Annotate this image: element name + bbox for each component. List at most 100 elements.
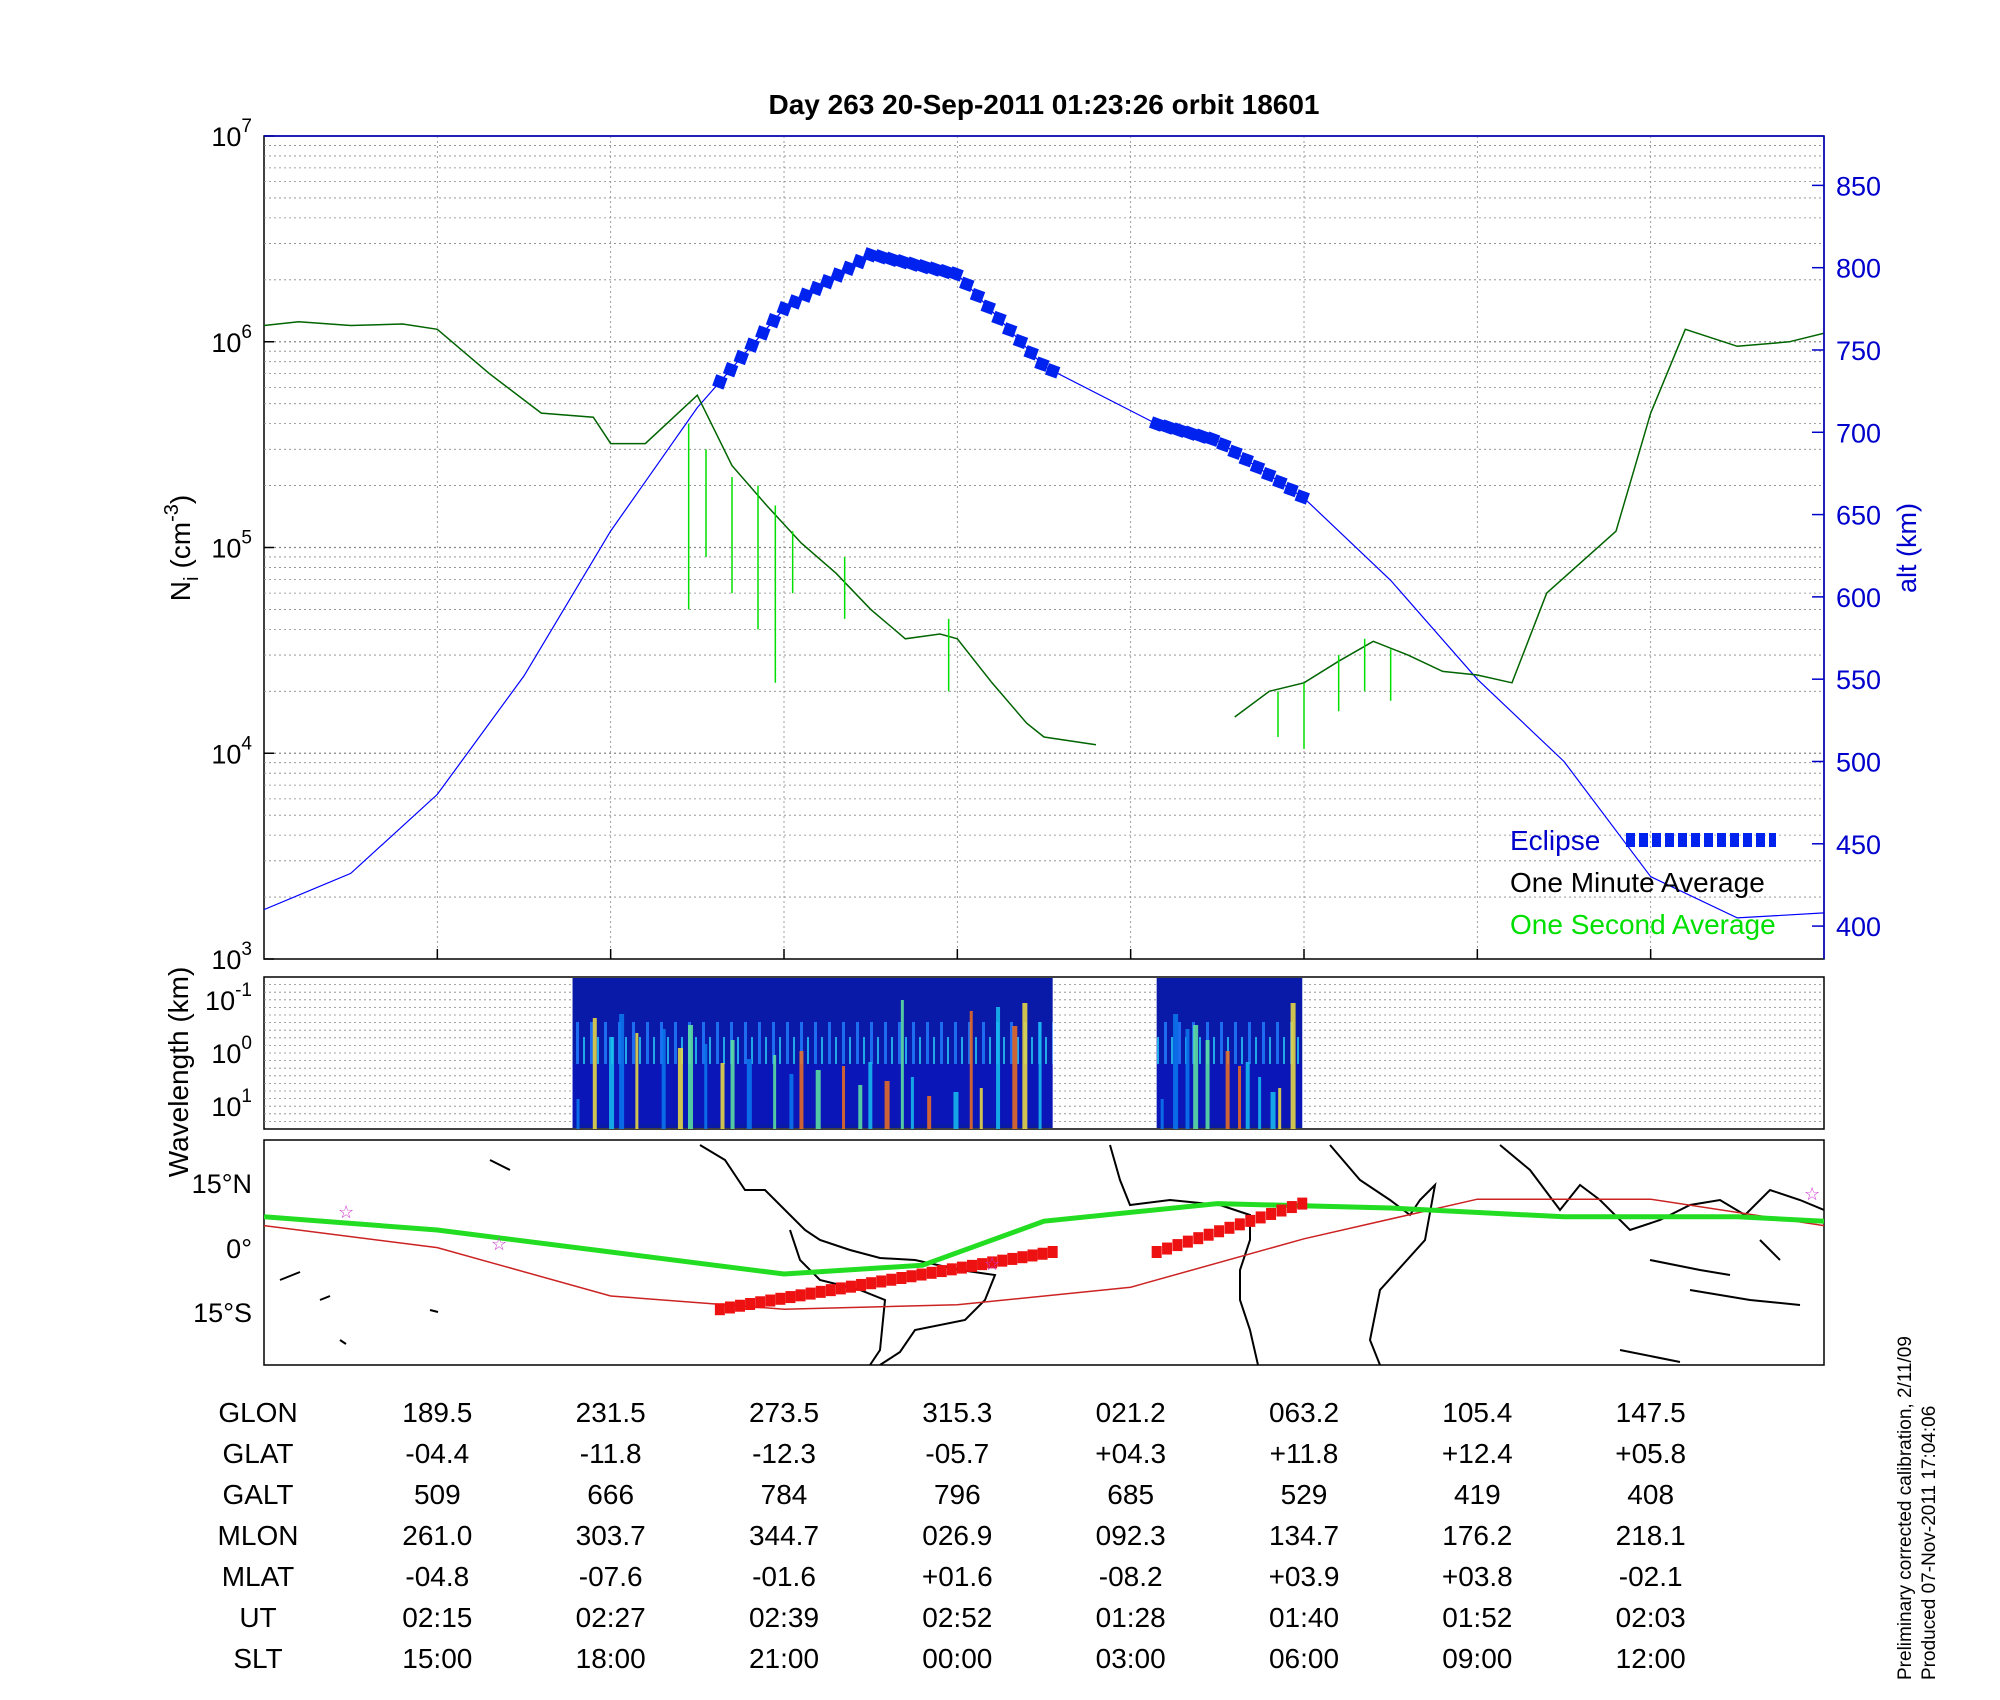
coastline-islands-pacific <box>279 1159 511 1345</box>
spectrogram-y-tick-label: 100 <box>211 1033 252 1069</box>
table-cell: +11.8 <box>1270 1438 1339 1469</box>
table-cell: 419 <box>1454 1479 1501 1510</box>
spectrogram-streak <box>746 1059 752 1129</box>
table-cell: 01:52 <box>1442 1602 1512 1633</box>
y-tick-label: 107 <box>211 116 252 152</box>
eclipse-track-marker <box>745 1298 756 1310</box>
eclipse-track-marker <box>926 1266 937 1279</box>
table-cell: 344.7 <box>749 1520 819 1551</box>
ion-density-axis-label-close: ) <box>165 495 196 504</box>
table-cell: 408 <box>1627 1479 1674 1510</box>
spectrogram-blocks <box>572 978 1303 1129</box>
eclipse-marker <box>1193 428 1210 444</box>
table-cell: -02.1 <box>1619 1561 1683 1592</box>
y-tick-base: 10 <box>211 945 241 975</box>
eclipse-marker <box>1238 452 1254 468</box>
spectrogram-streak <box>661 1029 666 1129</box>
table-cell: 09:00 <box>1442 1643 1512 1674</box>
eclipse-track-marker <box>1017 1251 1028 1264</box>
table-cell: 026.9 <box>922 1520 992 1551</box>
eclipse-marker <box>1182 425 1198 441</box>
spectrogram-streak <box>910 1077 914 1129</box>
eclipse-track-marker <box>1214 1225 1225 1238</box>
eclipse-track-marker <box>1297 1197 1308 1210</box>
eclipse-track-marker <box>714 1303 725 1316</box>
altitude-tick-label: 400 <box>1836 912 1881 942</box>
table-cell: 176.2 <box>1442 1520 1512 1551</box>
eclipse-track-marker <box>936 1265 947 1278</box>
spectrogram-streak <box>815 1070 821 1129</box>
eclipse-marker <box>1249 459 1266 475</box>
spectrogram-y-tick-base: 10 <box>211 1092 241 1122</box>
ion-density-axis-label-symbol: N <box>165 581 196 601</box>
spectrogram-streak <box>730 1040 735 1129</box>
eclipse-track-marker <box>1245 1214 1256 1227</box>
spectrogram-streak <box>789 1074 794 1129</box>
spectrogram-streak <box>1270 1092 1276 1129</box>
spectrogram-y-tick-exponent: 0 <box>241 1033 252 1054</box>
table-cell: -01.6 <box>752 1561 816 1592</box>
spectrogram-streak <box>799 1051 804 1129</box>
altitude-tick-label: 700 <box>1836 418 1881 448</box>
eclipse-marker <box>755 325 771 341</box>
table-row-label: GLAT <box>222 1438 293 1469</box>
table-row-label: GLON <box>218 1397 297 1428</box>
table-cell: 02:39 <box>749 1602 819 1633</box>
spectrogram-streak <box>953 1092 959 1129</box>
table-cell: 02:03 <box>1616 1602 1686 1633</box>
ion-density-axis-label: Ni (cm-3) <box>161 495 203 601</box>
legend-one-minute-label: One Minute Average <box>1510 867 1765 898</box>
eclipse-marker <box>948 266 964 282</box>
eclipse-track-marker <box>1047 1246 1058 1258</box>
eclipse-track-marker <box>795 1289 806 1302</box>
eclipse-track-marker <box>785 1291 796 1304</box>
eclipse-marker <box>1227 444 1243 460</box>
spectrogram-streak <box>720 1063 725 1129</box>
spectrogram-streak <box>1238 1066 1242 1129</box>
spectrogram-streak <box>842 1066 846 1129</box>
table-cell: 00:00 <box>922 1643 992 1674</box>
eclipse-track-marker <box>825 1284 836 1297</box>
altitude-axis-label: alt (km) <box>1892 503 1922 593</box>
table-cell: 796 <box>934 1479 981 1510</box>
table-row-label: MLON <box>218 1520 299 1551</box>
y-tick-label: 105 <box>211 528 252 564</box>
eclipse-track-marker <box>1286 1201 1297 1214</box>
spectrogram-streak <box>884 1081 890 1129</box>
altitude-tick-label: 600 <box>1836 583 1881 613</box>
table-cell: 273.5 <box>749 1397 819 1428</box>
table-cell: +03.8 <box>1442 1561 1513 1592</box>
spectrogram-streak <box>609 1037 615 1129</box>
star-marker: ☆ <box>338 1202 354 1222</box>
eclipse-marker <box>959 276 975 293</box>
eclipse-track-marker <box>1276 1204 1287 1217</box>
eclipse-marker <box>1283 481 1299 498</box>
table-cell: +01.6 <box>922 1561 993 1592</box>
y-tick-exponent: 6 <box>241 322 252 343</box>
eclipse-marker <box>722 361 739 378</box>
eclipse-marker <box>1171 422 1187 438</box>
y-tick-base: 10 <box>211 739 241 769</box>
legend: Eclipse One Minute Average One Second Av… <box>1510 825 1776 940</box>
eclipse-track-marker <box>886 1273 897 1286</box>
spectrogram-streak <box>1225 1051 1230 1129</box>
spectrogram-streak <box>1258 1077 1262 1129</box>
spectrogram-streak <box>1290 1003 1296 1129</box>
spectrogram-streak <box>1193 1025 1199 1129</box>
legend-eclipse-label: Eclipse <box>1510 825 1600 856</box>
spectrogram-y-tick-label: 10-1 <box>205 980 252 1016</box>
eclipse-track-marker <box>946 1263 957 1276</box>
orbit-table: GLON GLAT GALT MLON MLAT UT SLT 189.5 -04.4 509 26… <box>218 1397 1687 1674</box>
coastline-americas <box>699 1144 997 1365</box>
eclipse-track-marker <box>1037 1247 1048 1260</box>
table-cell: -08.2 <box>1099 1561 1163 1592</box>
star-marker: ☆ <box>491 1234 507 1254</box>
eclipse-marker <box>1034 356 1050 372</box>
satellite-track-line <box>264 1201 1824 1277</box>
eclipse-marker <box>1148 416 1165 432</box>
table-cell: 12:00 <box>1616 1643 1686 1674</box>
y-tick-label: 103 <box>211 939 252 975</box>
eclipse-track-marker <box>866 1277 877 1290</box>
